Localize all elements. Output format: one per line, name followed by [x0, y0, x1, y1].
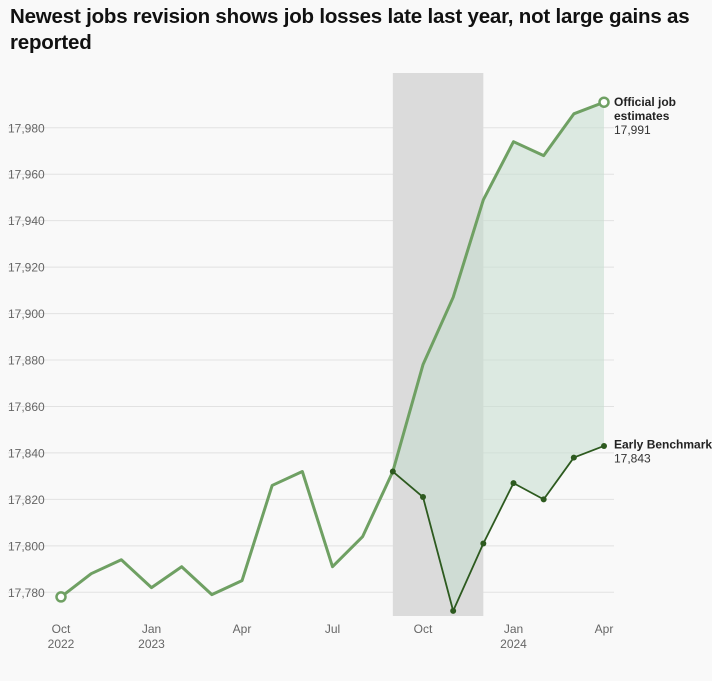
benchmark-series-label: Early Benchmark: [614, 437, 712, 451]
x-tick-label: Oct: [52, 622, 71, 636]
early-benchmark-point: [480, 540, 487, 547]
y-tick-label: 17,960: [8, 168, 45, 182]
y-tick-label: 17,940: [8, 214, 45, 228]
official-end-point: [598, 96, 610, 108]
y-tick-label: 17,920: [8, 261, 45, 275]
early-benchmark-point: [450, 607, 457, 614]
y-tick-label: 17,980: [8, 121, 45, 135]
x-tick-label: Apr: [595, 622, 614, 636]
x-tick-sublabel: 2023: [138, 637, 165, 651]
y-tick-label: 17,780: [8, 586, 45, 600]
early-benchmark-point: [601, 442, 607, 449]
y-tick-label: 17,840: [8, 446, 45, 460]
y-tick-label: 17,860: [8, 400, 45, 414]
early-benchmark-point: [510, 480, 517, 487]
early-benchmark-point: [389, 468, 396, 475]
x-tick-sublabel: 2024: [500, 637, 527, 651]
y-tick-label: 17,800: [8, 539, 45, 553]
early-benchmark-point: [540, 496, 547, 503]
official-end-value: 17,991: [614, 123, 651, 137]
early-benchmark-point: [420, 494, 426, 501]
x-tick-label: Jan: [142, 622, 161, 636]
x-tick-label: Jan: [504, 622, 523, 636]
benchmark-end-value: 17,843: [614, 451, 651, 465]
x-tick-label: Oct: [414, 622, 433, 636]
x-tick-label: Jul: [325, 622, 340, 636]
x-tick-sublabel: 2022: [48, 637, 75, 651]
official-series-label-line2: estimates: [614, 109, 670, 123]
early-benchmark-line: [392, 445, 605, 612]
official-start-point: [55, 591, 67, 603]
official-series-label-line1: Official job: [614, 95, 676, 109]
official-estimates-line: [60, 100, 605, 599]
y-tick-label: 17,820: [8, 493, 45, 507]
early-benchmark-point: [570, 454, 577, 461]
fill-between-area: [392, 102, 604, 611]
x-tick-label: Apr: [233, 622, 252, 636]
y-tick-label: 17,900: [8, 307, 45, 321]
chart-title: Newest jobs revision shows job losses la…: [10, 5, 690, 54]
y-tick-label: 17,880: [8, 354, 45, 368]
